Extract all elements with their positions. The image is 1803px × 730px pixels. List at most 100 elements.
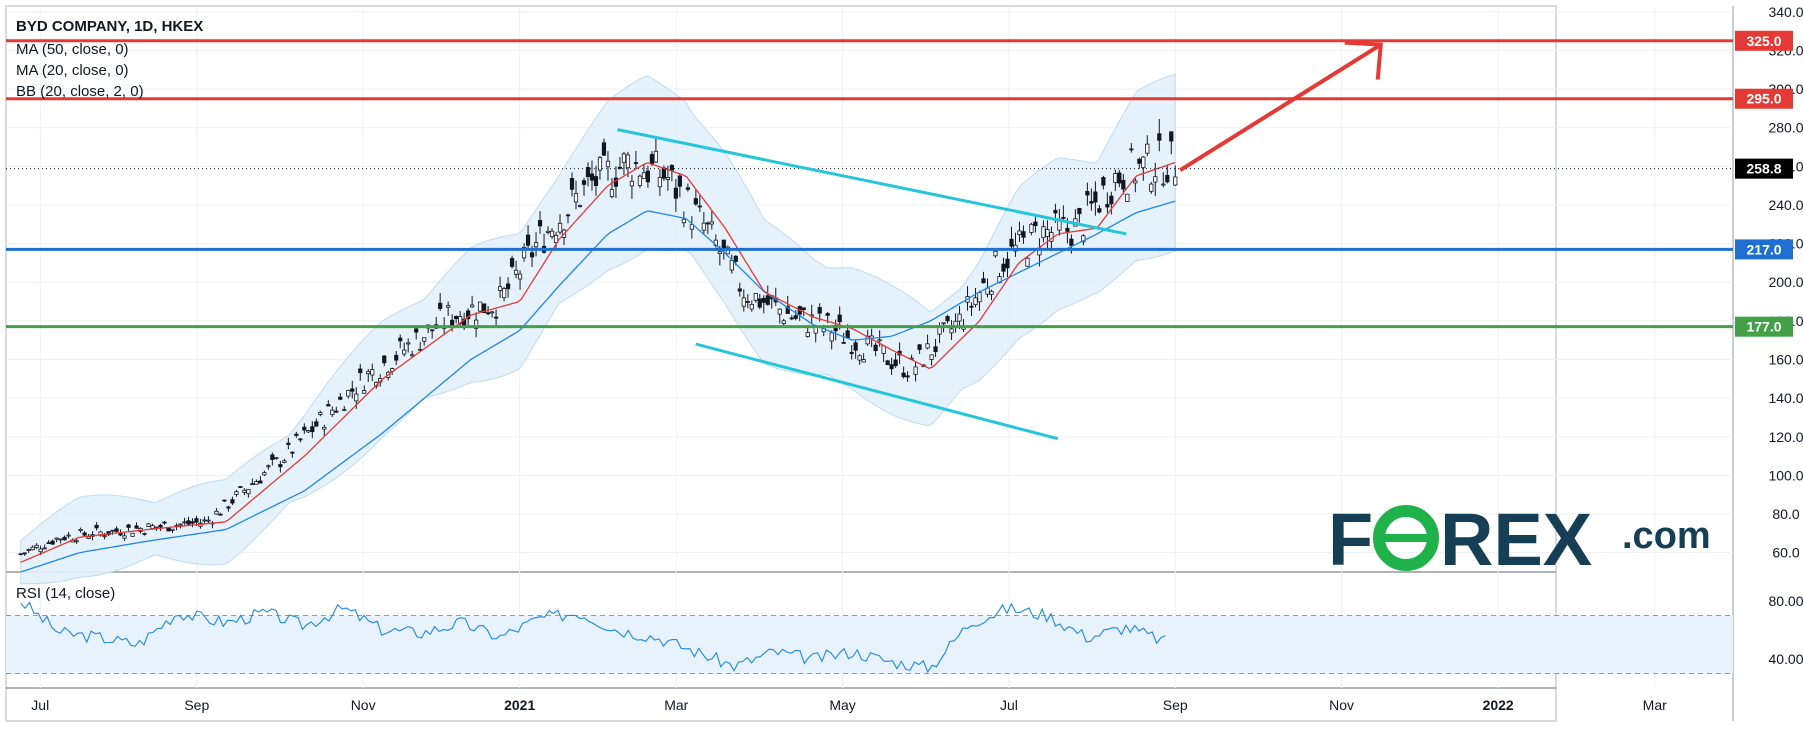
legend-bb[interactable]: BB (20, close, 2, 0) <box>16 83 144 100</box>
target-arrow-line[interactable] <box>1179 42 1382 172</box>
candle-body <box>597 157 603 171</box>
candle-body <box>474 319 479 329</box>
candle-body <box>334 410 339 413</box>
candle-body <box>222 499 227 502</box>
candle-body <box>346 390 351 397</box>
time-tick-label: 2021 <box>504 697 535 713</box>
candle-body <box>617 166 623 169</box>
candle-body <box>509 258 515 267</box>
candle-body <box>785 305 790 314</box>
candle-body <box>849 351 854 354</box>
candle-body <box>1165 174 1170 183</box>
candle-body <box>270 454 275 460</box>
rsi-line <box>20 601 1166 674</box>
candle-body <box>657 176 662 188</box>
time-tick-label: Sep <box>1163 697 1188 713</box>
candle-body <box>557 222 563 233</box>
candle-body <box>793 315 798 319</box>
price-tick-label: 80.0 <box>1772 506 1799 522</box>
candle-body <box>410 354 415 357</box>
candle-body <box>533 242 539 248</box>
candle-body <box>1089 201 1094 204</box>
candle-body <box>877 339 882 342</box>
candle-body <box>757 298 762 308</box>
candle-body <box>649 154 655 165</box>
candle-body <box>1001 263 1006 272</box>
last-price-tag[interactable] <box>1735 158 1793 179</box>
forex-logo: F REX .com <box>1328 498 1711 581</box>
level-price-tag-label: 295.0 <box>1746 91 1781 107</box>
candle-body <box>78 529 83 532</box>
logo-o-icon <box>1373 505 1439 571</box>
candle-body <box>1093 191 1098 203</box>
candle-body <box>1117 172 1122 184</box>
price-axis[interactable]: 340.0320.0300.0280.0260.0240.0220.0200.0… <box>1735 4 1803 667</box>
logo-suffix: .com <box>1622 515 1711 557</box>
price-tick-label: 200.0 <box>1768 274 1803 290</box>
candle-body <box>601 142 607 156</box>
candle-body <box>1081 235 1086 243</box>
candle-body <box>134 525 139 529</box>
time-axis[interactable]: Jul Sep Nov 2021 Mar May Jul Sep Nov 2022 Mar <box>31 697 1667 713</box>
candle-body <box>370 369 375 376</box>
level-price-tag[interactable] <box>1735 239 1793 260</box>
candle-body <box>553 234 559 243</box>
candle-body <box>577 205 583 207</box>
level-price-tag[interactable] <box>1735 30 1793 51</box>
legend-ma20[interactable]: MA (20, close, 0) <box>16 62 129 79</box>
candle-body <box>1065 227 1070 232</box>
candle-body <box>466 310 471 320</box>
candle-body <box>422 337 427 342</box>
candle-body <box>1041 226 1046 239</box>
candle-body <box>873 344 878 352</box>
candle-body <box>402 349 407 355</box>
rsi-pane <box>6 601 1733 674</box>
candle-body <box>789 317 794 320</box>
price-tick-label: 160.0 <box>1768 352 1803 368</box>
rsi-band <box>6 615 1733 674</box>
target-arrow-head[interactable] <box>1344 40 1383 80</box>
candle-body <box>517 273 523 280</box>
price-tick-label: 140.0 <box>1768 390 1803 406</box>
candle-body <box>537 220 543 227</box>
candle-body <box>609 189 615 197</box>
candle-body <box>86 536 91 539</box>
candle-body <box>234 491 239 495</box>
candle-body <box>102 535 107 538</box>
candle-body <box>486 312 491 315</box>
candle-body <box>501 288 507 299</box>
candle-body <box>529 252 535 258</box>
candle-body <box>857 355 862 361</box>
candle-body <box>565 214 571 217</box>
candle-body <box>1157 133 1162 141</box>
level-price-tag-label: 217.0 <box>1746 241 1781 257</box>
candle-body <box>190 521 195 524</box>
candle-body <box>42 547 47 550</box>
candle-body <box>82 532 87 536</box>
candle-body <box>1017 230 1022 236</box>
candle-body <box>398 337 403 342</box>
candle-body <box>945 316 950 322</box>
candle-body <box>569 178 575 190</box>
candle-body <box>721 239 726 250</box>
candle-body <box>585 167 591 178</box>
time-tick-label: May <box>829 697 855 713</box>
legend-ma50[interactable]: MA (50, close, 0) <box>16 41 129 58</box>
horizontal-levels[interactable] <box>6 39 1733 329</box>
trend-drawings[interactable] <box>617 40 1383 441</box>
candle-body <box>226 506 231 509</box>
candle-body <box>1005 258 1010 269</box>
level-price-tag[interactable] <box>1735 316 1793 337</box>
candle-body <box>150 525 155 529</box>
level-price-tag[interactable] <box>1735 88 1793 109</box>
channel-upper-trendline[interactable] <box>617 128 1127 236</box>
rsi-tick-label: 80.00 <box>1768 593 1803 609</box>
candle-body <box>454 315 459 320</box>
candle-body <box>1029 223 1034 233</box>
candle-body <box>170 528 175 531</box>
candle-body <box>829 332 834 342</box>
legend-rsi[interactable]: RSI (14, close) <box>16 585 115 602</box>
candle-body <box>889 364 894 370</box>
channel-lower-trendline[interactable] <box>695 342 1059 441</box>
